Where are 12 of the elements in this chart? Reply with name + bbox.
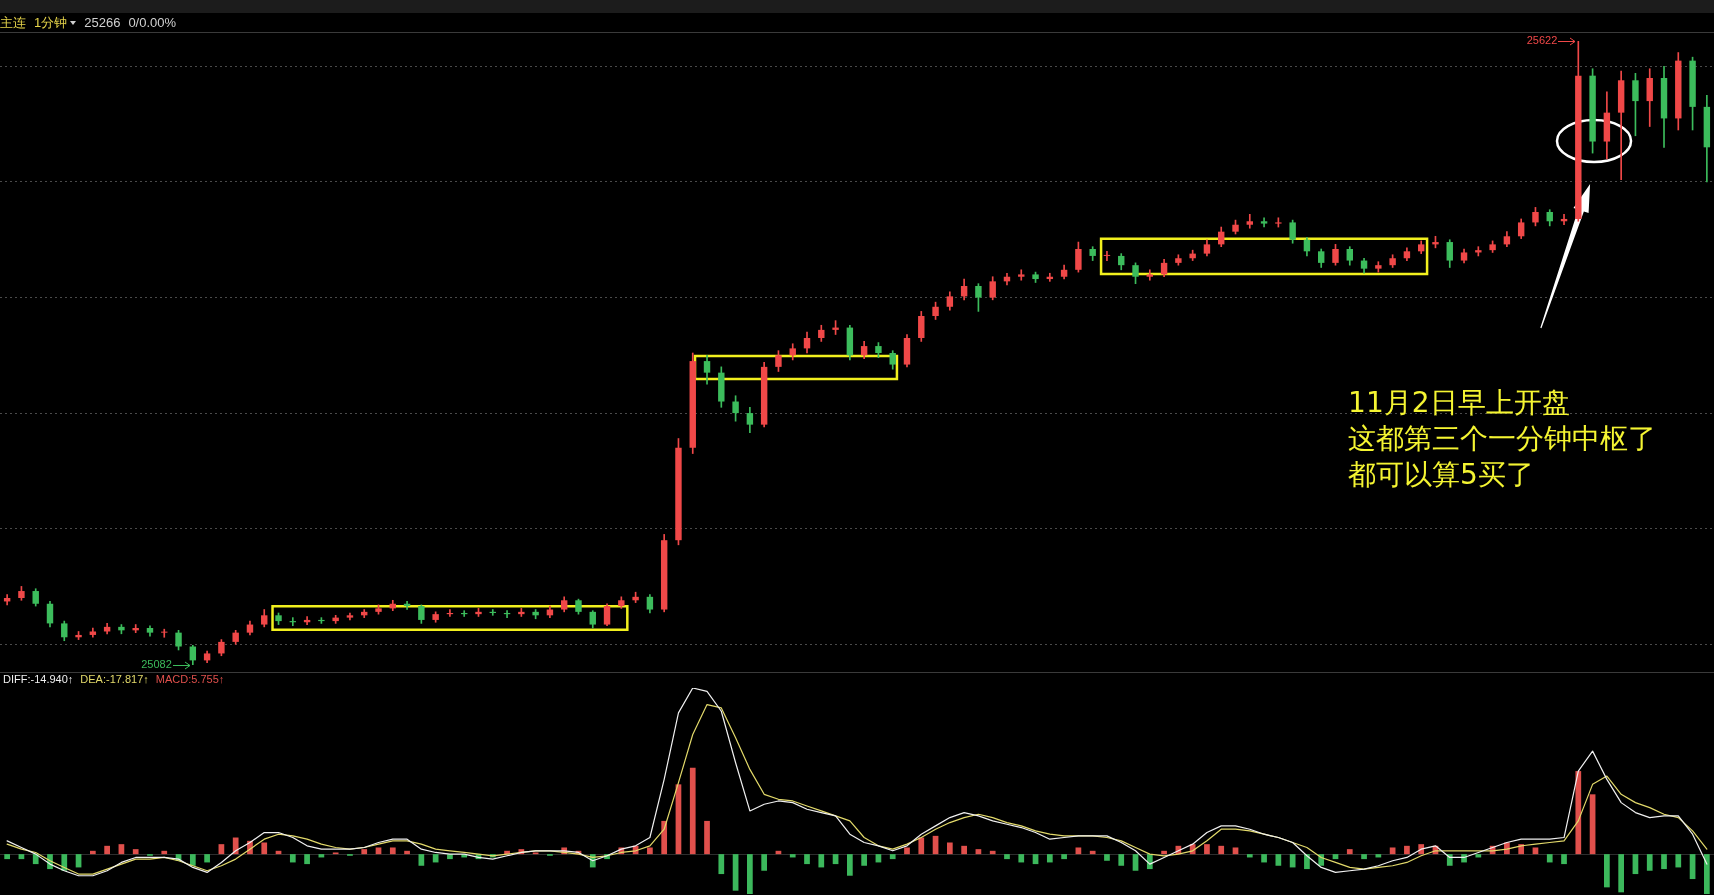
text: 主连: [0, 14, 26, 32]
annotation: 都可以算5买了: [1348, 458, 1534, 492]
annotation: 11月2日早上开盘: [1348, 386, 1570, 420]
text: DEA:-17.817↑: [80, 673, 149, 686]
annotation: 25622: [1526, 34, 1558, 47]
annotation: 这都第三个一分钟中枢了: [1348, 422, 1657, 456]
text: MACD:5.755↑: [155, 673, 225, 686]
annotation: 25082: [141, 658, 172, 671]
text: 25266: [84, 14, 121, 32]
text: 0/0.00%: [128, 14, 177, 32]
text: DIFF:-14.940↑: [3, 673, 74, 686]
text: 1分钟: [34, 14, 68, 32]
